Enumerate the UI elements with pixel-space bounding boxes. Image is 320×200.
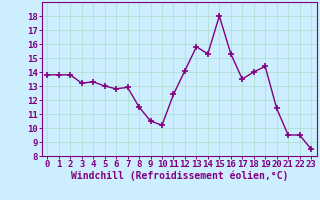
X-axis label: Windchill (Refroidissement éolien,°C): Windchill (Refroidissement éolien,°C) bbox=[70, 171, 288, 181]
